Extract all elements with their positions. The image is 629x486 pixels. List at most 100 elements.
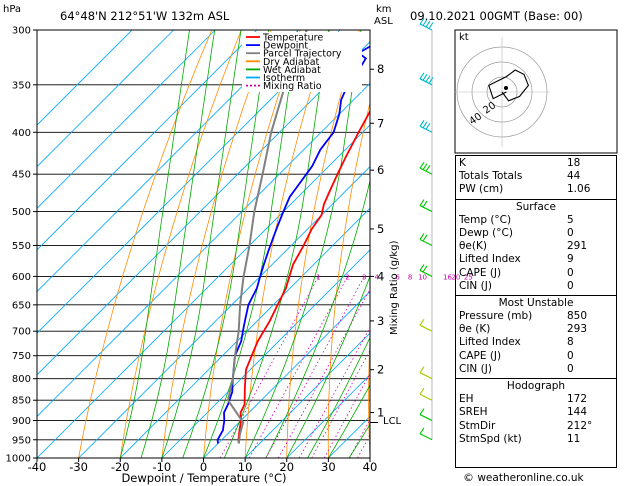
index-label: Lifted Index — [459, 336, 521, 349]
isotherm-line — [203, 290, 370, 458]
lcl-label: LCL — [383, 416, 402, 427]
wind-barb-flag — [422, 265, 428, 273]
index-value: 0 — [567, 279, 574, 292]
index-row: CIN (J) 0 — [459, 363, 613, 376]
wind-barb-flag — [419, 72, 425, 80]
index-value: 9 — [567, 253, 574, 266]
index-row: θe(K) 291 — [459, 240, 613, 253]
wet-adiabat — [223, 30, 329, 458]
index-value: 44 — [567, 170, 581, 183]
indices-table: K 18 Totals Totals 44 PW (cm) 1.06 Surface Te… — [455, 155, 617, 468]
isotherm-line — [119, 207, 370, 458]
x-tick-label: -40 — [28, 460, 47, 474]
x-tick-label: 10 — [238, 460, 253, 474]
wind-barb-shaft — [419, 269, 433, 277]
wind-barb-flag — [419, 233, 425, 240]
footer: © weatheronline.co.uk — [463, 471, 584, 484]
km-label: km — [376, 4, 392, 15]
wind-barb — [419, 387, 433, 401]
pressure-tick-label: 550 — [12, 241, 31, 252]
pressure-tick-label: 800 — [12, 374, 31, 385]
index-value: 11 — [567, 432, 581, 445]
wind-barb-flag — [425, 75, 431, 83]
x-tick-label: 40 — [363, 460, 378, 474]
wind-barb-flag — [419, 427, 425, 435]
index-value: 0 — [567, 266, 574, 279]
profile-dewpoint — [216, 45, 370, 444]
isotherm-line — [37, 30, 133, 126]
hodograph-indices-title: Hodograph — [506, 380, 566, 392]
wind-barb-shaft — [419, 205, 433, 213]
index-row: K 18 — [459, 157, 613, 170]
index-row: StmSpd (kt) 11 — [459, 433, 613, 446]
index-value: 144 — [567, 406, 588, 419]
index-value: 0 — [567, 362, 574, 375]
storm-motion-marker — [504, 86, 508, 90]
index-label: Temp (°C) — [459, 213, 512, 226]
wet-adiabat — [307, 336, 370, 458]
index-label: Totals Totals — [459, 170, 523, 183]
index-label: Lifted Index — [459, 253, 521, 266]
wind-profile — [419, 17, 434, 441]
wind-barb-flag — [422, 73, 428, 81]
x-tick-label: 30 — [321, 460, 336, 474]
wind-barb-shaft — [419, 414, 433, 422]
pressure-tick-label: 1000 — [6, 454, 31, 465]
pressure-tick-label: 700 — [12, 327, 31, 338]
km-tick-label: 4 — [377, 269, 384, 283]
mixing-ratio-label: 1 — [316, 273, 320, 281]
isotherm-line — [37, 30, 299, 293]
wind-barb — [419, 199, 433, 213]
index-label: EH — [459, 393, 474, 406]
dry-adiabat — [78, 30, 213, 458]
index-row: Lifted Index 8 — [459, 336, 613, 349]
wet-adiabat — [265, 178, 370, 458]
pressure-tick-label: 350 — [12, 80, 31, 91]
wind-barb-shaft — [419, 372, 433, 380]
mixing-ratio-line — [265, 276, 365, 458]
wind-barb-flag — [422, 200, 428, 208]
wet-adiabat — [328, 384, 370, 458]
wind-barb-flag — [422, 19, 428, 26]
isotherm-line — [37, 30, 341, 334]
km-tick-label: 1 — [377, 406, 384, 420]
wind-barb-shaft — [419, 324, 433, 332]
mixing-ratio-label: 8 — [408, 273, 412, 281]
profile-temperature — [237, 109, 370, 444]
x-tick-label: 20 — [279, 460, 294, 474]
site-link[interactable]: weatheronline.co.uk — [477, 472, 584, 484]
pressure-tick-label: 500 — [12, 207, 31, 218]
km-tick-label: 2 — [377, 363, 384, 377]
legend-label: Temperature — [262, 33, 323, 44]
wet-adiabat — [203, 30, 299, 458]
dry-adiabat — [119, 30, 242, 458]
legend-label: Dewpoint — [263, 41, 308, 52]
dry-adiabat — [203, 30, 301, 458]
km-tick-label: 8 — [377, 62, 384, 76]
km-tick-label: 5 — [377, 222, 384, 236]
dry-adiabat — [161, 30, 272, 458]
isotherm-line — [37, 82, 370, 417]
wind-barb — [419, 72, 434, 86]
isotherm-line — [37, 41, 370, 376]
copyright-icon: © — [463, 471, 474, 484]
wet-adiabat — [119, 30, 190, 458]
dry-adiabat — [244, 30, 331, 458]
isotherm-line — [37, 30, 174, 168]
mixing-ratio-line — [369, 457, 370, 458]
index-label: StmSpd (kt) — [459, 432, 522, 445]
background-grid — [37, 30, 370, 458]
mixing-ratio-line — [219, 276, 319, 458]
index-value: 0 — [567, 226, 574, 239]
x-tick-label: -10 — [152, 460, 171, 474]
index-row: Pressure (mb) 850 — [459, 310, 613, 323]
pressure-tick-label: 300 — [12, 26, 31, 37]
pressure-tick-label: 950 — [12, 435, 31, 446]
pressure-tick-label: 600 — [12, 272, 31, 283]
index-value: 172 — [567, 393, 588, 406]
x-axis-label: Dewpoint / Temperature (°C) — [121, 471, 286, 485]
index-value: 18 — [567, 157, 581, 169]
